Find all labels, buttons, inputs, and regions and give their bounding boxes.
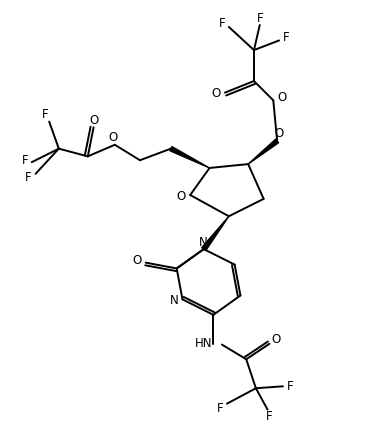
Text: F: F (219, 17, 225, 30)
Polygon shape (170, 146, 210, 168)
Text: O: O (89, 114, 98, 127)
Text: O: O (277, 91, 287, 104)
Text: F: F (283, 31, 289, 44)
Text: F: F (22, 154, 28, 167)
Text: O: O (176, 190, 185, 203)
Text: F: F (287, 380, 293, 393)
Text: F: F (42, 108, 49, 121)
Text: O: O (271, 333, 281, 346)
Text: F: F (217, 402, 224, 415)
Text: HN: HN (195, 337, 212, 350)
Polygon shape (202, 216, 229, 250)
Text: F: F (266, 410, 273, 423)
Text: N: N (170, 293, 178, 306)
Text: N: N (199, 236, 207, 249)
Text: O: O (132, 254, 142, 267)
Text: O: O (212, 87, 221, 100)
Polygon shape (248, 139, 279, 164)
Text: F: F (25, 171, 32, 184)
Text: O: O (274, 127, 284, 140)
Text: F: F (256, 12, 263, 25)
Text: O: O (108, 130, 118, 143)
